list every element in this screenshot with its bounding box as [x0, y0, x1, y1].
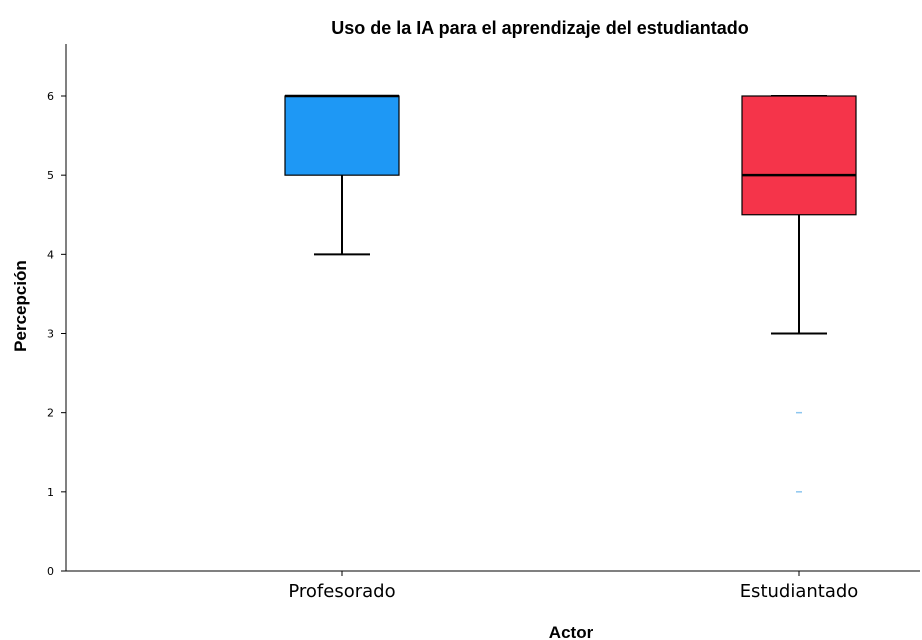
- box-profesorado: [284, 95, 400, 176]
- y-tick-label: 6: [47, 90, 54, 103]
- y-axis-label: Percepción: [11, 260, 30, 352]
- y-tick-label: 0: [47, 565, 54, 578]
- box-estudiantado: [741, 95, 857, 216]
- plot-area: 0 1 2 3 4 5 6 Profesorado Estudiantado: [47, 44, 920, 602]
- y-tick-label: 1: [47, 486, 54, 499]
- y-tick-label: 5: [47, 169, 54, 182]
- y-tick-label: 4: [47, 248, 54, 261]
- x-tick-label: Profesorado: [288, 581, 395, 602]
- y-tick-label: 2: [47, 407, 54, 420]
- x-axis-label: Actor: [549, 623, 594, 640]
- x-tick-label: Estudiantado: [740, 581, 859, 602]
- chart-title: Uso de la IA para el aprendizaje del est…: [331, 18, 748, 38]
- y-tick-label: 3: [47, 328, 54, 341]
